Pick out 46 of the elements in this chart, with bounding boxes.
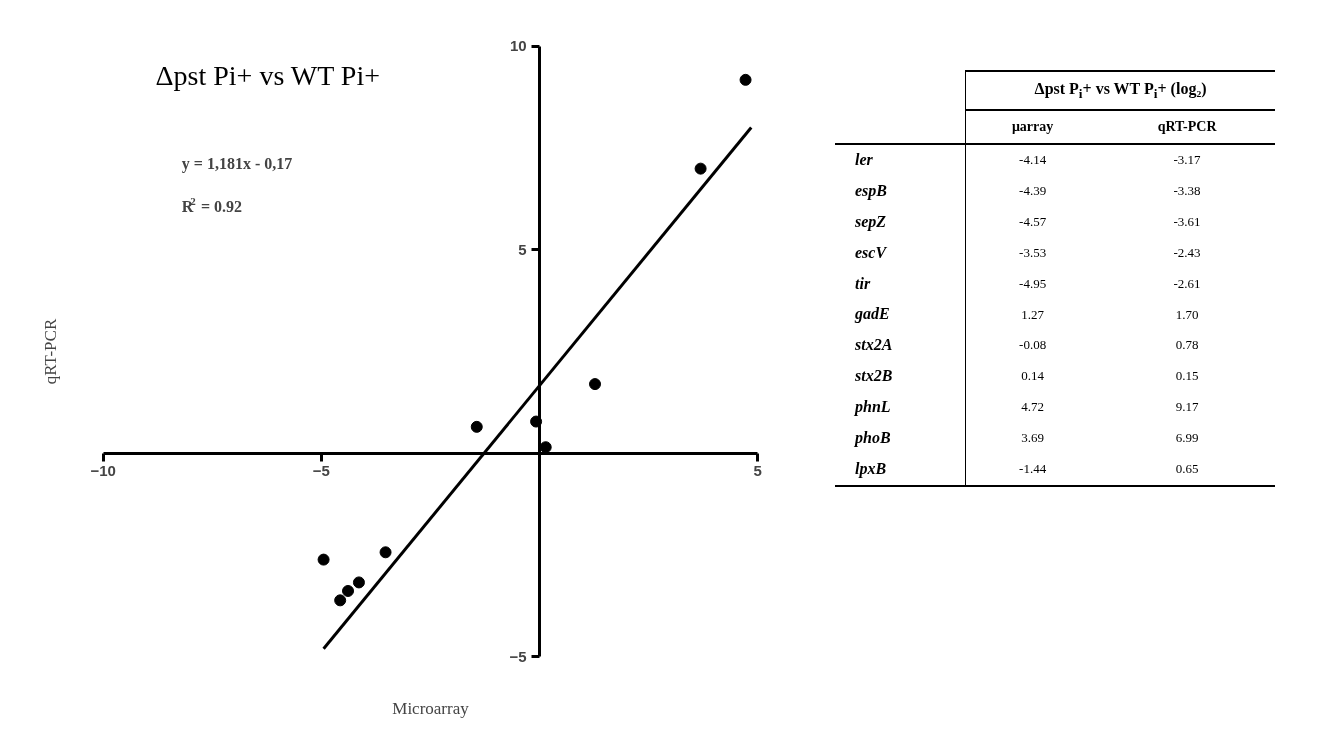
y-axis-title: qRT-PCR [40,318,60,385]
text: Δpst Pi+ vs WT Pi+ [155,59,380,91]
category-label: phoB [835,422,966,454]
data-label: -3.17 [1172,151,1202,170]
category-label: espB [835,176,966,207]
data-label: 0.14 [1020,367,1045,386]
text: μarray [965,110,1100,145]
y-tick-label: 10 [509,37,527,55]
data-label: -2.43 [1172,243,1202,262]
data-label: 3.69 [1020,428,1045,447]
category-label: stx2B [835,361,966,392]
y-tick-label: −5 [509,647,527,665]
data-label: -3.38 [1172,182,1202,201]
data-label: -3.53 [1018,243,1048,262]
category-label: phnL [835,391,966,423]
data-label: 0.15 [1174,367,1200,386]
category-label: escV [835,237,966,269]
data-label: -1.44 [965,453,1100,486]
category-label: sepZ [835,206,966,238]
x-tick-label: 5 [753,462,762,480]
data-label: 6.99 [1174,428,1200,447]
data-label: 0.78 [1174,336,1200,355]
category-label: lpxB [835,453,966,486]
data-label: -4.57 [1018,213,1048,232]
x-tick-label: −5 [312,462,330,480]
category-label: stx2A [835,330,966,362]
data-label: -3.61 [1172,213,1202,232]
x-tick-label: −10 [90,462,116,480]
data-label: -4.39 [1018,182,1048,201]
category-label: ler [835,144,966,177]
data-label: 9.17 [1174,398,1200,417]
data-label: 1.70 [1174,305,1200,324]
data-label: -2.61 [1172,274,1202,293]
y-tick-label: 5 [518,240,527,258]
data-label: -4.14 [1018,151,1048,170]
data-label: 1.27 [1020,305,1045,324]
data-label: -0.08 [1018,336,1048,355]
category-label: tir [835,268,966,300]
data-label: 0.65 [1099,453,1275,486]
annotation: y = 1,181x - 0,17 [181,155,293,174]
data-label: -4.95 [1018,274,1048,293]
category-label: gadE [835,299,966,331]
data-label: 4.72 [1020,398,1045,417]
text: qRT-PCR [1099,110,1275,145]
x-axis-title: Microarray [392,698,470,718]
text: Δpst P$_{i}$+ vs WT P$_{i}$+ (log₂) [965,71,1275,111]
